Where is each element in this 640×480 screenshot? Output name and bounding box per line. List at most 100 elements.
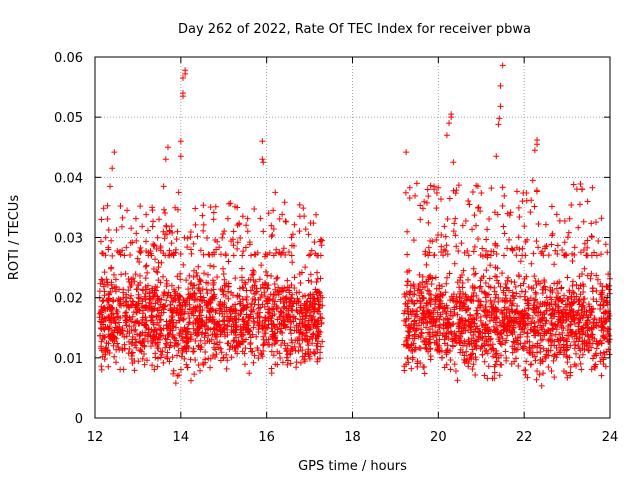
data-point [102,234,109,241]
data-point [257,215,264,222]
data-point [515,363,522,370]
data-point [200,221,207,228]
data-point [279,288,286,295]
data-point [105,331,112,338]
data-point [207,262,214,269]
data-point [178,333,185,340]
x-tick-label: 16 [258,430,275,445]
data-point [282,321,289,328]
data-point [564,234,571,241]
data-point [425,219,432,226]
data-point [319,338,326,345]
data-point [168,282,175,289]
data-point [302,324,309,331]
data-point [499,203,506,210]
data-point [421,198,428,205]
data-point [99,314,106,321]
data-point [593,219,600,226]
data-point [498,330,505,337]
data-point [496,115,503,122]
data-point [413,180,420,187]
data-point [144,269,151,276]
data-point [108,311,115,318]
data-point [135,282,142,289]
data-point [279,329,286,336]
data-point [175,189,182,196]
data-point [438,243,445,250]
data-point [548,203,555,210]
data-point [141,303,148,310]
data-point [530,250,537,257]
data-point [424,287,431,294]
data-point [266,249,273,256]
data-point [232,301,239,308]
x-tick-label: 20 [430,430,447,445]
data-point [494,265,501,272]
data-point [260,333,267,340]
data-point [197,367,204,374]
data-point [219,231,226,238]
data-point [317,349,324,356]
data-point [138,319,145,326]
data-point [250,324,257,331]
data-point [550,306,557,313]
data-point [113,335,120,342]
data-point [423,299,430,306]
data-point [116,323,123,330]
data-point [268,233,275,240]
data-point [593,287,600,294]
data-point [158,327,165,334]
data-point [228,354,235,361]
data-point [305,351,312,358]
data-point [491,288,498,295]
data-point [130,275,137,282]
data-point [452,232,459,239]
data-point [155,322,162,329]
data-point [522,296,529,303]
data-point [528,197,535,204]
data-point [123,333,130,340]
grid [95,57,610,418]
data-point [297,359,304,366]
data-point [421,370,428,377]
data-point [598,372,605,379]
data-point [465,198,472,205]
data-point [573,281,580,288]
data-point [505,274,512,281]
data-point [122,270,129,277]
data-point [114,308,121,315]
data-point [584,198,591,205]
data-point [233,343,240,350]
data-point [194,272,201,279]
data-point [579,351,586,358]
data-point [171,304,178,311]
data-point [588,220,595,227]
data-point [214,238,221,245]
data-point [130,309,137,316]
data-point [470,361,477,368]
data-point [446,316,453,323]
data-point [484,375,491,382]
data-point [501,230,508,237]
data-point [131,357,138,364]
data-point [192,338,199,345]
data-point [303,327,310,334]
data-point [300,305,307,312]
data-point [235,316,242,323]
data-point [117,300,124,307]
data-point [166,318,173,325]
data-point [475,235,482,242]
data-point [134,304,141,311]
data-point [287,318,294,325]
data-point [144,331,151,338]
data-point [419,205,426,212]
data-point [201,334,208,341]
data-point [137,203,144,210]
data-point [259,138,266,145]
data-point [118,223,125,230]
data-point [471,212,478,219]
data-point [200,294,207,301]
data-point [133,237,140,244]
data-point [173,236,180,243]
data-point [107,183,114,190]
